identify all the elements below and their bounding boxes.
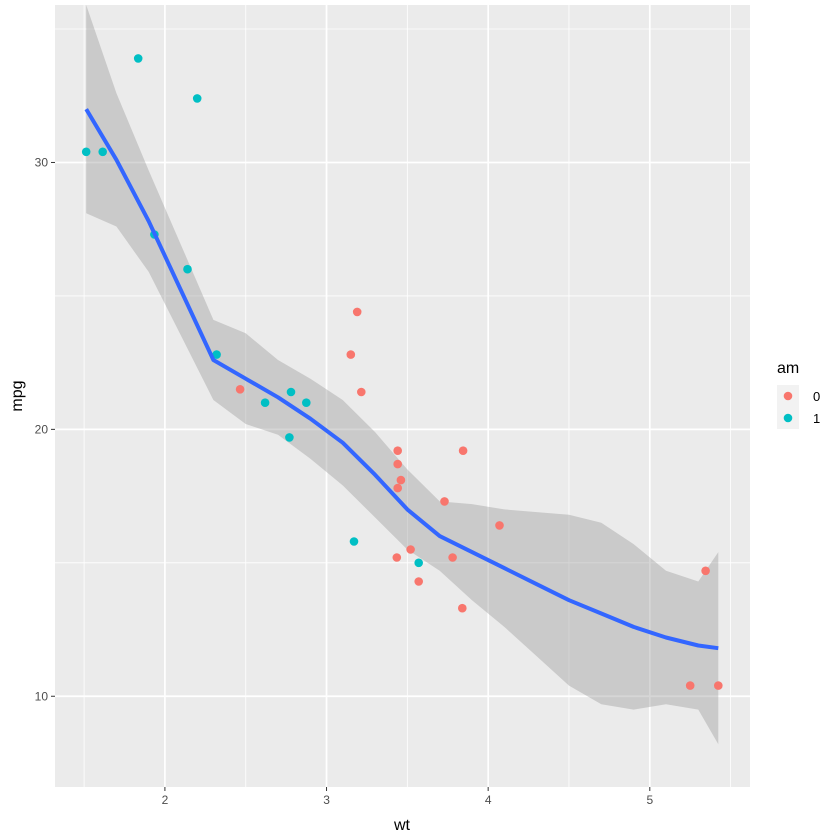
y-tick-label: 30 (35, 155, 49, 169)
legend-key-1 (783, 413, 793, 423)
x-tick-label: 4 (485, 793, 492, 807)
x-axis-ticks: 2 3 4 5 (162, 787, 653, 807)
data-point-am-0 (414, 577, 424, 586)
minor-gridlines (55, 5, 750, 787)
confidence-ribbon (86, 5, 719, 745)
x-tick-label: 2 (162, 793, 169, 807)
legend: am 01 (777, 360, 820, 429)
data-point-am-0 (396, 475, 406, 485)
data-point-am-0 (440, 497, 449, 506)
y-tick-label: 10 (35, 689, 49, 703)
data-point-am-0 (458, 446, 468, 456)
data-point-am-1 (285, 433, 294, 442)
y-axis-title: mpg (9, 380, 26, 411)
data-point-am-0 (406, 545, 415, 554)
data-point-am-1 (286, 387, 296, 397)
data-point-am-0 (458, 603, 467, 613)
data-point-am-1 (98, 147, 107, 157)
data-point-am-1 (212, 350, 221, 359)
data-point-am-0 (685, 681, 695, 690)
data-point-am-0 (357, 387, 366, 397)
data-point-am-0 (714, 681, 723, 690)
data-point-am-1 (81, 147, 91, 157)
data-point-am-0 (701, 566, 710, 576)
data-point-am-1 (133, 54, 143, 63)
data-point-am-1 (414, 558, 424, 568)
legend-entries: 01 (777, 385, 820, 429)
y-tick-label: 20 (35, 422, 49, 436)
data-point-am-0 (448, 553, 457, 562)
smooth-trend-line (84, 108, 719, 651)
legend-label-0: 0 (813, 389, 820, 404)
data-point-am-0 (495, 521, 504, 530)
x-axis-title: wt (393, 817, 411, 834)
legend-key-0 (783, 391, 793, 401)
data-point-am-1 (260, 398, 270, 408)
plot-panel (55, 5, 750, 787)
data-point-am-1 (302, 398, 311, 408)
legend-title: am (777, 360, 799, 377)
data-point-am-0 (393, 459, 403, 469)
data-point-am-0 (393, 483, 403, 493)
major-gridlines (55, 5, 750, 787)
data-point-am-1 (349, 537, 359, 546)
data-point-am-0 (346, 350, 356, 359)
data-point-am-0 (352, 307, 362, 317)
y-axis-ticks: 10 20 30 (35, 155, 55, 703)
data-point-am-1 (192, 94, 202, 103)
legend-label-1: 1 (813, 411, 820, 426)
data-point-am-0 (392, 553, 402, 562)
data-point-am-1 (183, 264, 192, 274)
x-tick-label: 5 (646, 793, 653, 807)
x-tick-label: 3 (323, 793, 330, 807)
data-point-am-0 (393, 446, 403, 456)
data-point-am-0 (235, 385, 245, 394)
